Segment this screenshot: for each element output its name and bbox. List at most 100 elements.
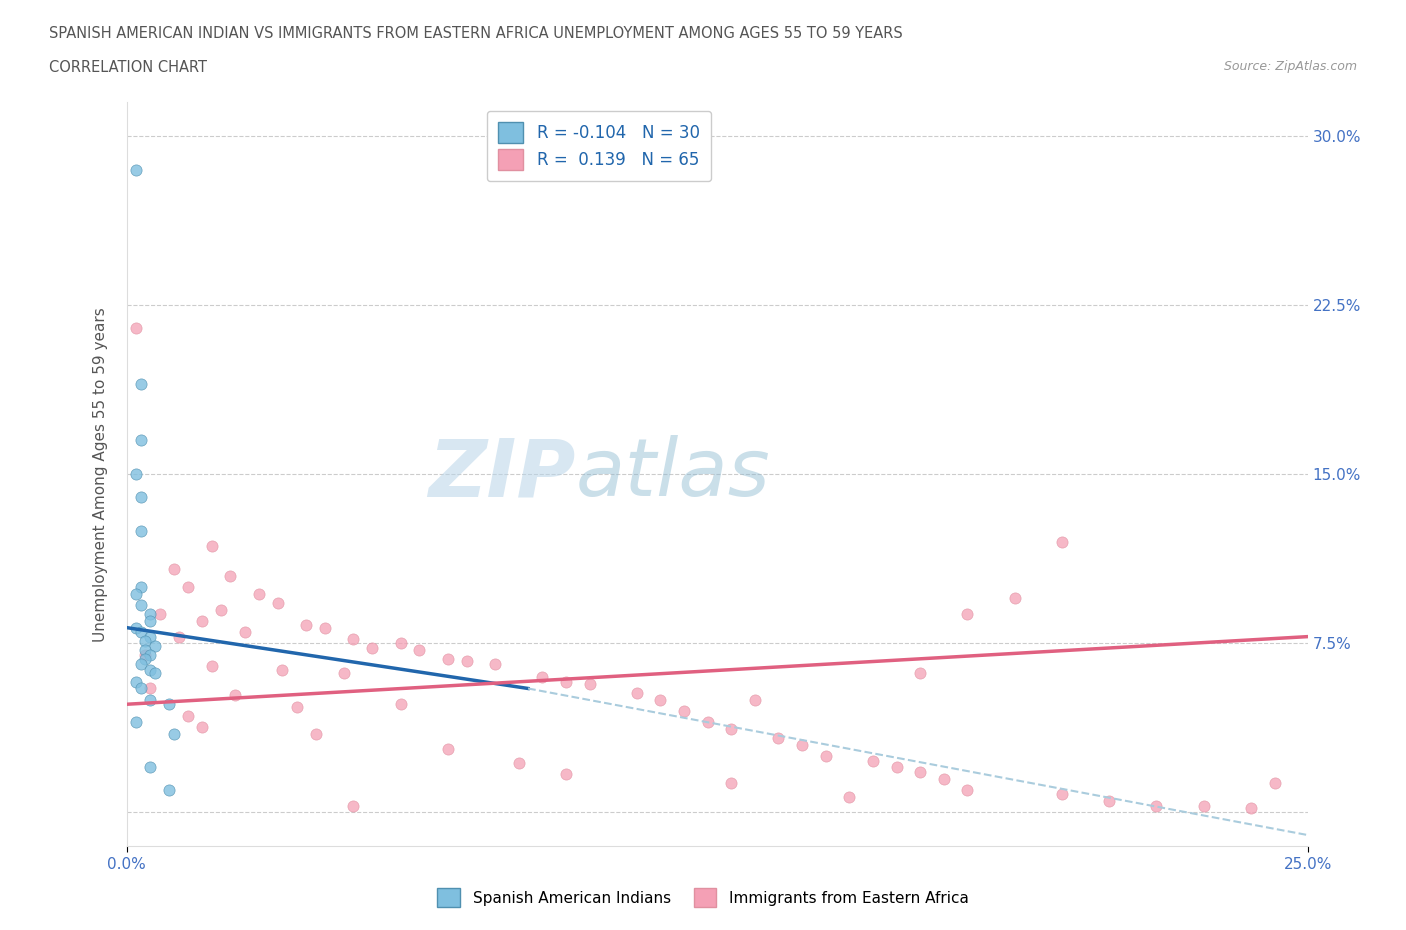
Point — [814, 749, 837, 764]
Point — [696, 715, 718, 730]
Point — [125, 586, 148, 601]
Point — [1192, 798, 1215, 813]
Point — [342, 798, 364, 813]
Point — [650, 692, 672, 707]
Text: ZIP: ZIP — [427, 435, 575, 513]
Point — [790, 737, 813, 752]
Point — [139, 630, 162, 644]
Text: atlas: atlas — [575, 435, 770, 513]
Point — [1050, 787, 1073, 802]
Point — [125, 163, 148, 178]
Point — [271, 663, 294, 678]
Point — [342, 631, 364, 646]
Y-axis label: Unemployment Among Ages 55 to 59 years: Unemployment Among Ages 55 to 59 years — [93, 307, 108, 642]
Point — [247, 586, 270, 601]
Point — [314, 620, 336, 635]
Point — [456, 654, 478, 669]
Point — [1240, 801, 1263, 816]
Point — [932, 771, 955, 786]
Point — [125, 467, 148, 482]
Text: SPANISH AMERICAN INDIAN VS IMMIGRANTS FROM EASTERN AFRICA UNEMPLOYMENT AMONG AGE: SPANISH AMERICAN INDIAN VS IMMIGRANTS FR… — [49, 26, 903, 41]
Point — [768, 731, 790, 746]
Point — [191, 614, 214, 629]
Point — [177, 708, 200, 723]
Point — [333, 665, 356, 680]
Point — [508, 755, 530, 770]
Point — [139, 606, 162, 621]
Point — [1050, 535, 1073, 550]
Point — [129, 579, 152, 594]
Point — [149, 606, 172, 621]
Point — [139, 647, 162, 662]
Point — [167, 630, 190, 644]
Point — [143, 665, 166, 680]
Legend: R = -0.104   N = 30, R =  0.139   N = 65: R = -0.104 N = 30, R = 0.139 N = 65 — [486, 111, 711, 181]
Point — [125, 620, 148, 635]
Point — [295, 618, 318, 632]
Point — [531, 670, 554, 684]
Point — [157, 697, 180, 711]
Point — [956, 606, 979, 621]
Point — [163, 562, 186, 577]
Point — [129, 625, 152, 640]
Point — [129, 524, 152, 538]
Point — [1263, 776, 1285, 790]
Point — [139, 760, 162, 775]
Point — [886, 760, 908, 775]
Point — [157, 782, 180, 797]
Point — [129, 681, 152, 696]
Point — [408, 643, 430, 658]
Point — [626, 685, 648, 700]
Point — [191, 720, 214, 735]
Text: Source: ZipAtlas.com: Source: ZipAtlas.com — [1223, 60, 1357, 73]
Point — [125, 674, 148, 689]
Point — [862, 753, 884, 768]
Point — [129, 377, 152, 392]
Point — [744, 692, 766, 707]
Point — [177, 579, 200, 594]
Point — [956, 782, 979, 797]
Point — [908, 665, 931, 680]
Point — [554, 766, 576, 781]
Point — [129, 657, 152, 671]
Point — [139, 614, 162, 629]
Point — [143, 638, 166, 653]
Point — [163, 726, 186, 741]
Point — [139, 681, 162, 696]
Point — [436, 652, 458, 667]
Point — [1004, 591, 1026, 605]
Point — [838, 790, 860, 804]
Point — [304, 726, 326, 741]
Point — [134, 652, 156, 667]
Point — [672, 704, 695, 719]
Point — [139, 692, 162, 707]
Point — [285, 699, 308, 714]
Point — [200, 658, 222, 673]
Point — [554, 674, 576, 689]
Point — [224, 688, 246, 703]
Point — [1144, 798, 1167, 813]
Point — [361, 641, 384, 656]
Text: CORRELATION CHART: CORRELATION CHART — [49, 60, 207, 75]
Point — [129, 489, 152, 504]
Point — [139, 663, 162, 678]
Point — [267, 595, 290, 610]
Point — [134, 633, 156, 648]
Point — [436, 742, 458, 757]
Point — [389, 697, 412, 711]
Point — [578, 676, 600, 691]
Point — [209, 602, 232, 617]
Point — [389, 636, 412, 651]
Point — [720, 776, 742, 790]
Point — [125, 320, 148, 335]
Point — [129, 433, 152, 448]
Legend: Spanish American Indians, Immigrants from Eastern Africa: Spanish American Indians, Immigrants fro… — [432, 883, 974, 913]
Point — [134, 647, 156, 662]
Point — [484, 657, 506, 671]
Point — [219, 568, 242, 583]
Point — [233, 625, 256, 640]
Point — [129, 598, 152, 613]
Point — [720, 722, 742, 737]
Point — [908, 764, 931, 779]
Point — [134, 643, 156, 658]
